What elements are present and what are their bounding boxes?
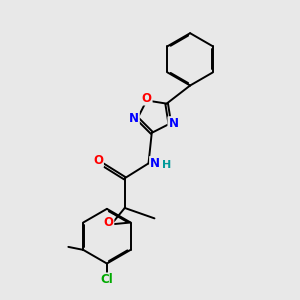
Text: N: N bbox=[129, 112, 139, 125]
Text: O: O bbox=[103, 216, 113, 229]
Text: H: H bbox=[162, 160, 171, 170]
Text: N: N bbox=[150, 157, 160, 170]
Text: Cl: Cl bbox=[100, 273, 113, 286]
Text: O: O bbox=[93, 154, 103, 167]
Text: N: N bbox=[168, 117, 178, 130]
Text: O: O bbox=[142, 92, 152, 105]
